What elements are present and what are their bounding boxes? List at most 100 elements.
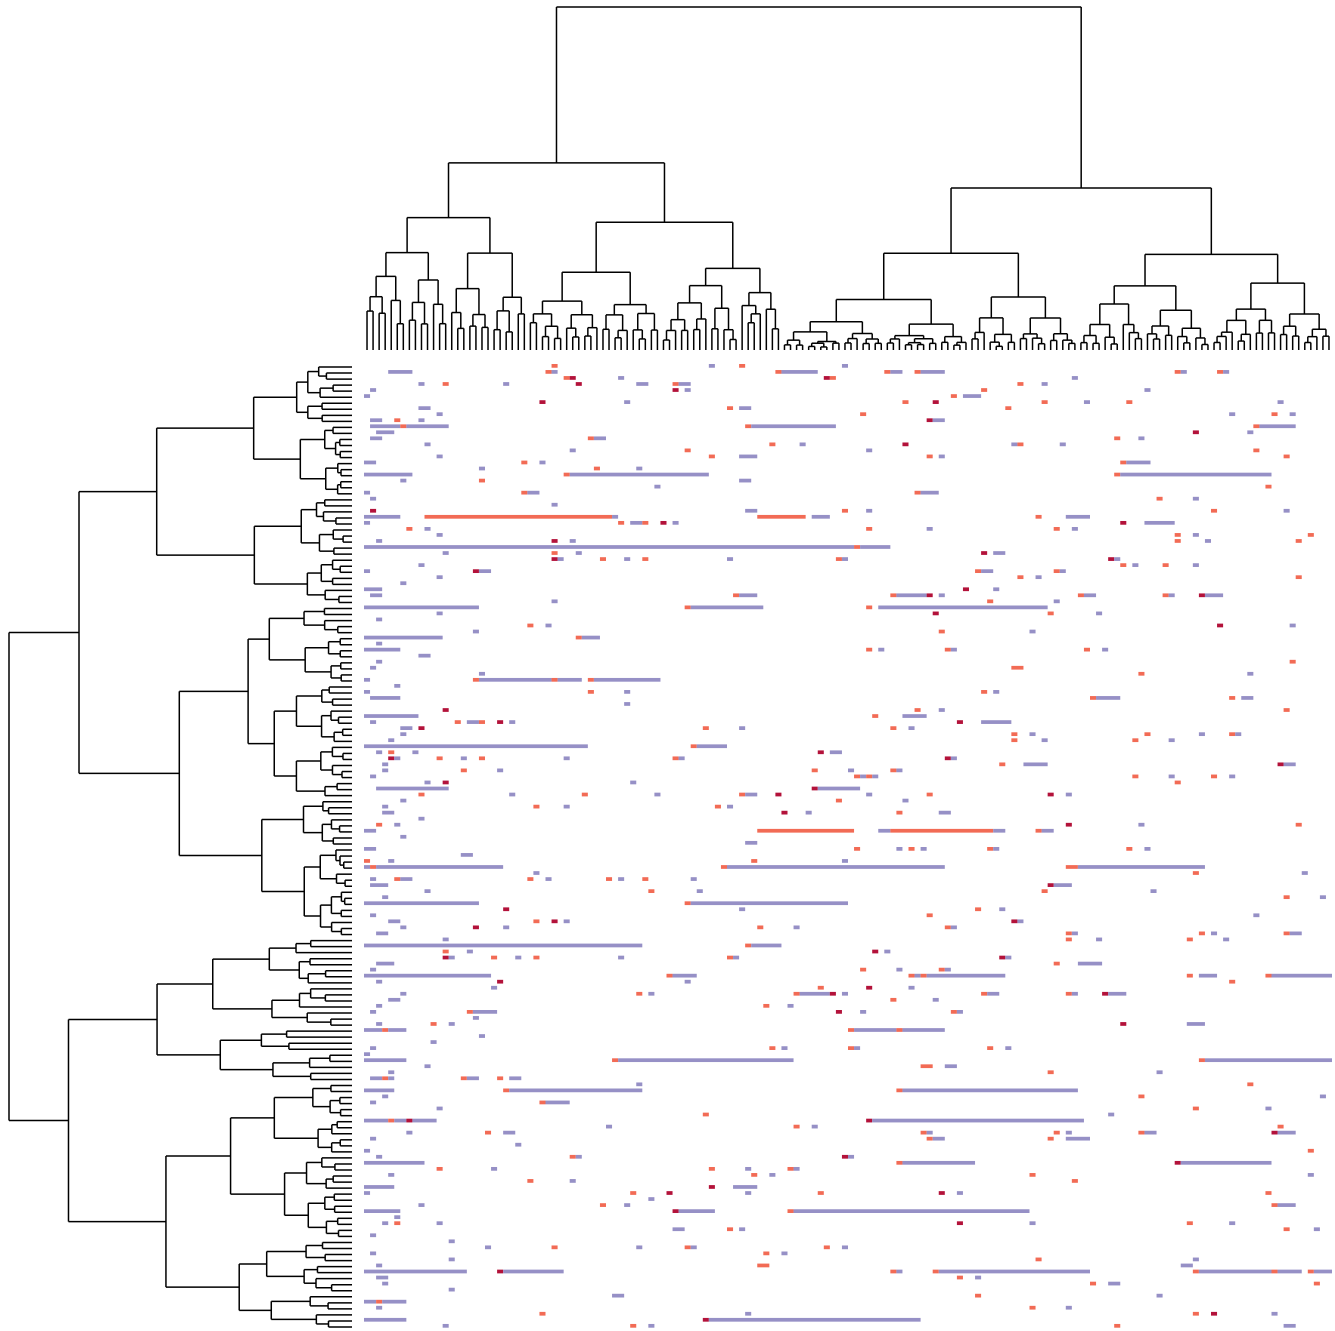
heatmap-cell xyxy=(926,418,933,423)
heatmap-cell xyxy=(612,1293,625,1298)
heatmap-cell xyxy=(394,822,401,827)
heatmap-cell xyxy=(1198,1269,1272,1274)
heatmap-cell xyxy=(757,828,855,833)
heatmap-cell xyxy=(1023,762,1048,767)
heatmap-cell xyxy=(787,1209,794,1213)
heatmap-cell xyxy=(708,364,715,368)
heatmap-cell xyxy=(902,1160,976,1165)
heatmap-cell xyxy=(1198,931,1205,936)
heatmap-cell xyxy=(817,1191,824,1195)
heatmap-cell xyxy=(442,551,449,555)
heatmap-cell xyxy=(793,1124,800,1129)
heatmap-cell xyxy=(981,690,988,694)
heatmap-cell xyxy=(503,1130,516,1135)
heatmap-cell xyxy=(938,593,945,598)
heatmap-cell xyxy=(848,768,855,773)
heatmap-cell xyxy=(436,533,443,537)
heatmap-cell xyxy=(944,647,951,652)
heatmap-cell xyxy=(394,683,401,688)
heatmap-cell xyxy=(551,1245,558,1250)
heatmap-cell xyxy=(684,448,691,453)
heatmap-cell xyxy=(418,418,425,423)
heatmap-cell xyxy=(866,647,873,652)
heatmap-cell xyxy=(727,406,734,410)
heatmap-cell xyxy=(739,478,752,483)
heatmap-cell xyxy=(841,557,848,561)
heatmap-cell xyxy=(370,865,377,869)
heatmap-cell xyxy=(624,400,631,404)
heatmap-cell xyxy=(1071,991,1078,996)
heatmap-cell xyxy=(1174,780,1181,785)
heatmap-cell xyxy=(551,551,558,555)
heatmap-cell xyxy=(981,991,988,996)
heatmap-cell xyxy=(376,931,389,936)
heatmap-cell xyxy=(811,768,818,773)
heatmap-cell xyxy=(684,901,691,906)
heatmap-cell xyxy=(920,973,927,978)
heatmap-cell xyxy=(503,925,510,930)
heatmap-cell xyxy=(672,1227,685,1232)
heatmap-cell xyxy=(932,611,939,616)
heatmap-cell xyxy=(1065,865,1078,869)
heatmap-cell xyxy=(684,605,691,610)
heatmap-cell xyxy=(914,973,921,978)
heatmap-cell xyxy=(944,925,951,930)
heatmap-cell xyxy=(1265,1106,1272,1111)
heatmap-cell xyxy=(672,520,679,525)
heatmap-cell xyxy=(1096,696,1121,700)
heatmap-cell xyxy=(678,382,691,386)
heatmap-cell xyxy=(1289,659,1296,664)
heatmap-cell xyxy=(1065,1305,1072,1310)
heatmap-cell xyxy=(1217,370,1224,374)
heatmap-cell xyxy=(1313,1281,1320,1286)
heatmap-cell xyxy=(539,460,546,465)
heatmap-cell xyxy=(1096,937,1103,942)
heatmap-cell xyxy=(781,810,788,815)
heatmap-cell xyxy=(727,955,734,960)
heatmap-cell xyxy=(466,949,473,954)
heatmap-cell xyxy=(478,671,485,676)
heatmap-cell xyxy=(436,454,443,459)
heatmap-cell xyxy=(1265,484,1272,489)
heatmap-cell xyxy=(938,629,945,634)
heatmap-cell xyxy=(1132,774,1139,779)
heatmap-cell xyxy=(739,792,746,797)
heatmap-cell xyxy=(872,714,879,718)
heatmap-cell xyxy=(1180,370,1187,374)
heatmap-cell xyxy=(1114,436,1121,441)
heatmap-cell xyxy=(1162,593,1169,598)
row-dendrogram xyxy=(8,366,352,1328)
heatmap-cell xyxy=(418,792,425,797)
heatmap-cell xyxy=(364,859,371,863)
heatmap-cell xyxy=(364,1209,401,1213)
heatmap-cell xyxy=(424,527,431,531)
heatmap-cell xyxy=(1192,563,1199,567)
heatmap-cell xyxy=(757,514,806,519)
heatmap-cell xyxy=(890,768,897,773)
heatmap-cell xyxy=(811,1124,818,1129)
heatmap-cell xyxy=(364,901,479,906)
heatmap-cell xyxy=(521,490,528,495)
heatmap-cell xyxy=(981,551,988,555)
heatmap-cell xyxy=(478,756,485,761)
heatmap-cell xyxy=(1053,1130,1060,1135)
heatmap-cell xyxy=(805,810,812,815)
heatmap-cell xyxy=(896,593,927,598)
heatmap-cell xyxy=(1186,937,1193,942)
heatmap-cell xyxy=(739,454,758,459)
heatmap-cell xyxy=(478,720,485,724)
heatmap-cell xyxy=(926,792,933,797)
heatmap-cell xyxy=(460,853,473,857)
heatmap-cell xyxy=(418,726,425,730)
heatmap-cell xyxy=(866,985,873,990)
heatmap-cell xyxy=(642,877,649,881)
heatmap-cell xyxy=(630,1191,637,1195)
heatmap-cell xyxy=(503,1269,564,1274)
heatmap-cell xyxy=(878,828,891,833)
heatmap-cell xyxy=(364,1088,395,1093)
heatmap-cell xyxy=(654,484,661,489)
heatmap-cell xyxy=(745,424,752,429)
heatmap-cell xyxy=(1096,611,1103,616)
heatmap-cell xyxy=(1035,514,1042,519)
heatmap-cell xyxy=(539,1100,546,1105)
